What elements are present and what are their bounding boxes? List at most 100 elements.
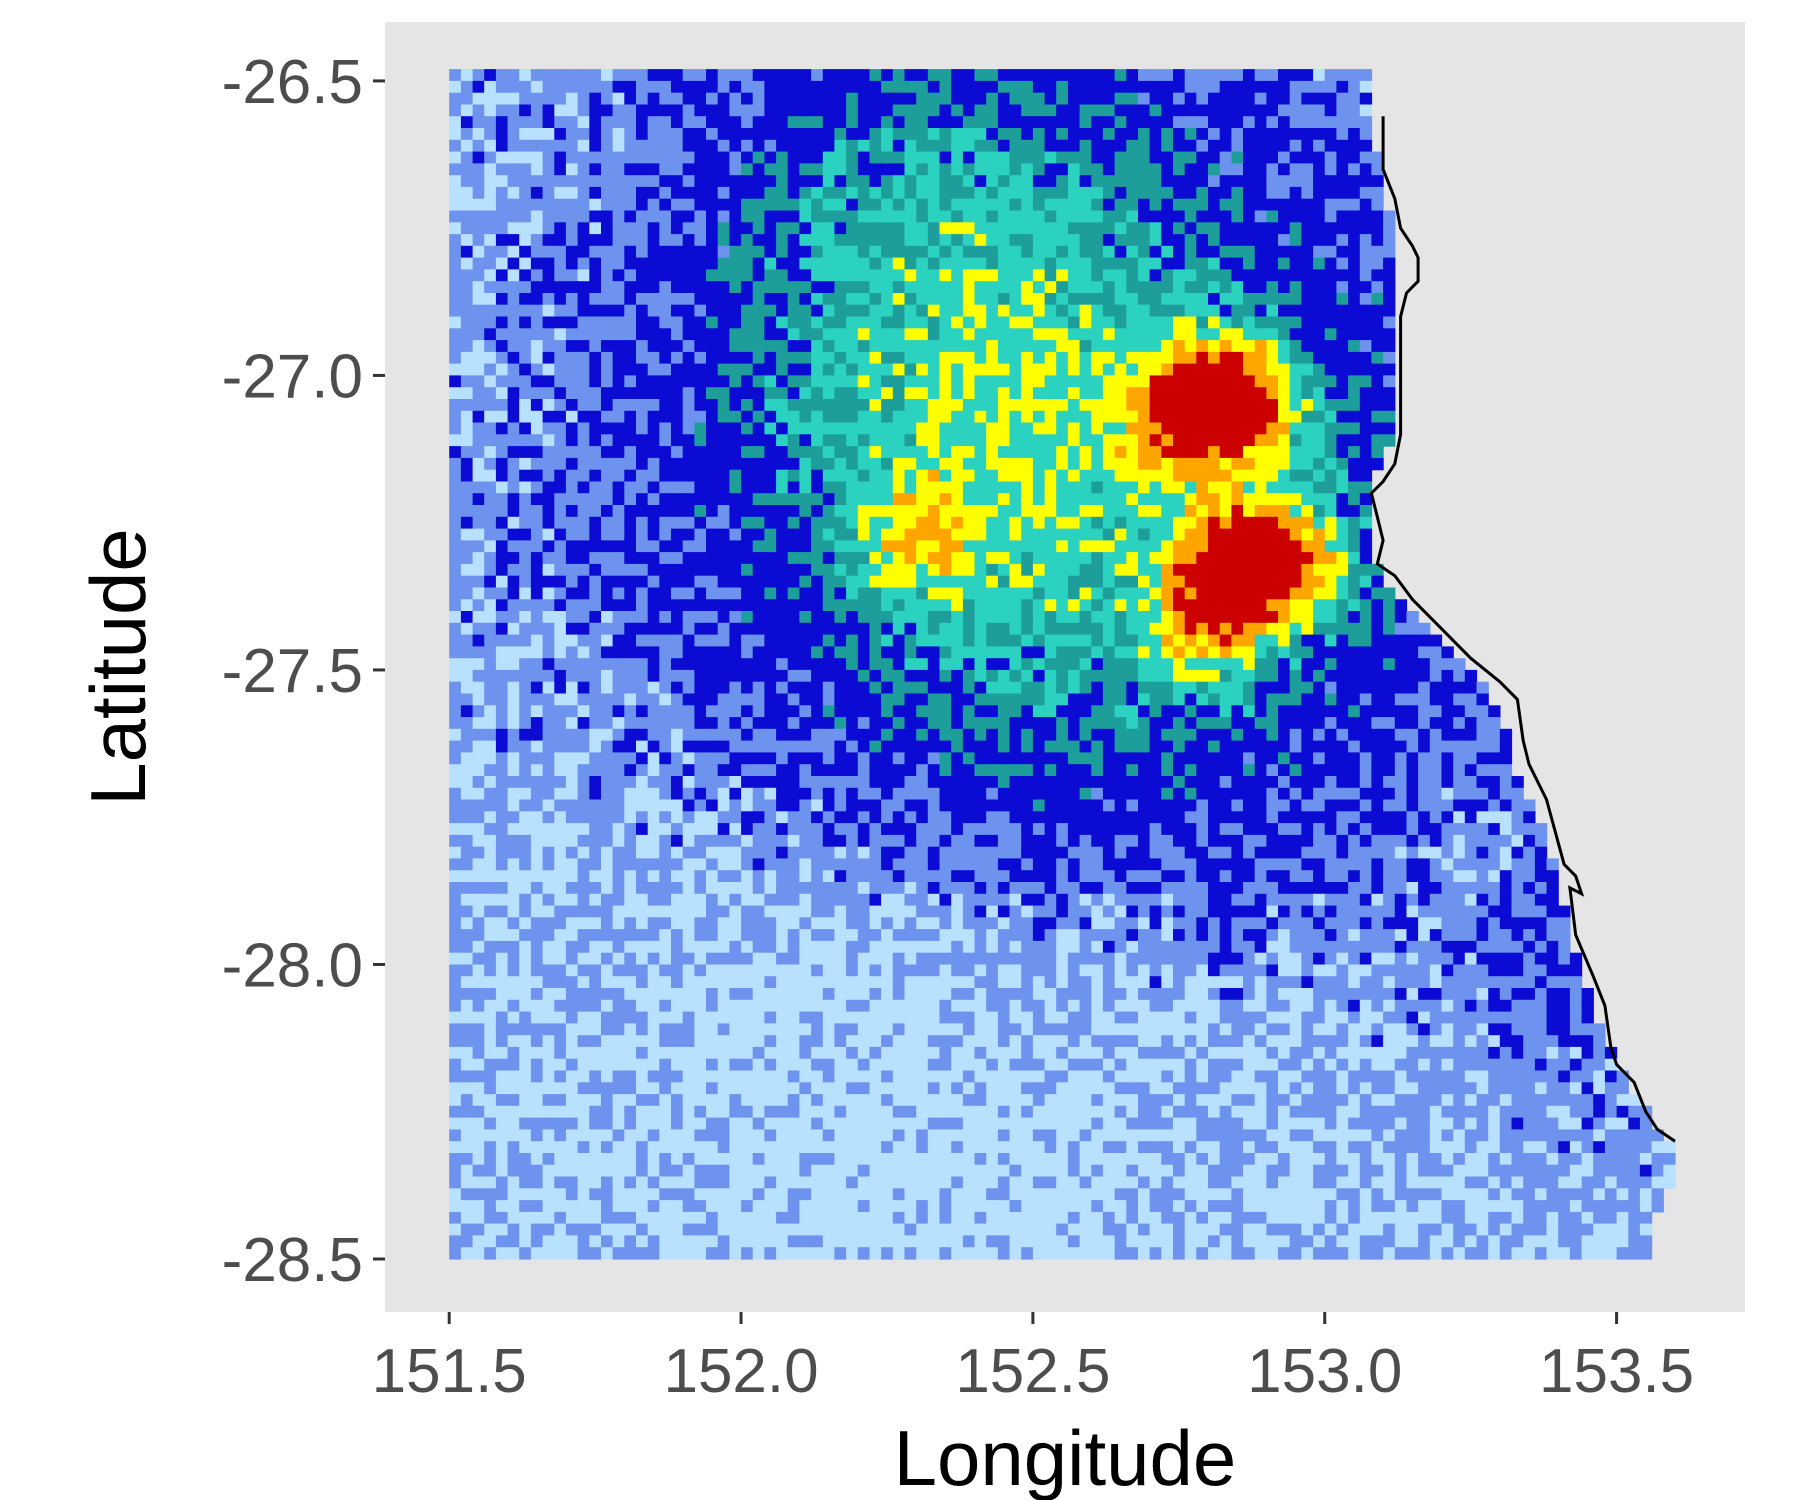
heatmap-cell [472, 128, 485, 141]
heatmap-cell [1196, 128, 1209, 141]
heatmap-cell [846, 587, 859, 600]
heatmap-cell [1114, 540, 1127, 553]
heatmap-cell [1079, 210, 1092, 223]
heatmap-cell [776, 434, 789, 447]
heatmap-cell [857, 175, 871, 188]
heatmap-cell [1091, 128, 1104, 141]
heatmap-cell [519, 752, 532, 765]
heatmap-cell [811, 151, 824, 164]
heatmap-cell [869, 210, 882, 223]
heatmap-cell [1254, 186, 1267, 200]
heatmap-cell [577, 740, 590, 753]
heatmap-cell [1032, 80, 1046, 94]
heatmap-cell [881, 752, 894, 765]
heatmap-cell [659, 728, 672, 742]
heatmap-cell [951, 245, 964, 259]
heatmap-cell [916, 351, 929, 365]
heatmap-cell [449, 505, 462, 518]
heatmap-cell [1243, 516, 1256, 530]
heatmap-cell [554, 316, 567, 329]
heatmap-cell [717, 669, 730, 683]
heatmap-cell [729, 316, 742, 329]
heatmap-cell [846, 457, 859, 471]
heatmap-cell [1243, 669, 1256, 683]
heatmap-cell [834, 293, 847, 306]
heatmap-cell [484, 622, 497, 636]
heatmap-cell [1371, 304, 1384, 318]
heatmap-cell [939, 764, 952, 777]
heatmap-cell [799, 646, 812, 659]
heatmap-cell [1079, 622, 1092, 636]
heatmap-cell [554, 552, 567, 565]
heatmap-cell [1056, 728, 1069, 742]
heatmap-cell [974, 92, 987, 106]
heatmap-cell [916, 611, 929, 624]
heatmap-cell [449, 658, 462, 671]
heatmap-cell [1441, 705, 1454, 718]
heatmap-cell [1301, 92, 1314, 106]
heatmap-cell [916, 186, 929, 200]
heatmap-cell [822, 234, 836, 247]
heatmap-cell [612, 293, 625, 306]
heatmap-cell [565, 434, 579, 447]
heatmap-cell [1231, 316, 1244, 329]
heatmap-cell [565, 693, 579, 706]
heatmap-cell [834, 387, 847, 400]
heatmap-cell [1184, 151, 1197, 164]
heatmap-cell [1289, 399, 1302, 412]
heatmap-cell [1138, 563, 1151, 577]
heatmap-cell [1418, 658, 1431, 671]
heatmap-cell [1079, 740, 1092, 753]
heatmap-cell [846, 245, 859, 259]
heatmap-cell [1184, 128, 1197, 141]
heatmap-cell [752, 669, 765, 683]
heatmap-cell [1348, 552, 1361, 565]
heatmap-cell [460, 434, 474, 447]
heatmap-cell [857, 764, 871, 777]
heatmap-cell [916, 528, 929, 541]
heatmap-cell [1079, 351, 1092, 365]
heatmap-cell [1067, 528, 1081, 541]
heatmap-cell [951, 363, 964, 376]
heatmap-cell [1289, 493, 1302, 506]
heatmap-cell [846, 540, 859, 553]
heatmap-cell [1313, 351, 1326, 365]
heatmap-cell [1243, 552, 1256, 565]
heatmap-cell [1056, 175, 1069, 188]
heatmap-cell [822, 728, 836, 742]
heatmap-cell [601, 375, 614, 388]
heatmap-cell [577, 622, 590, 636]
heatmap-cell [1254, 493, 1267, 506]
heatmap-cell [951, 257, 964, 270]
heatmap-cell [787, 740, 800, 753]
heatmap-cell [869, 104, 882, 117]
heatmap-cell [776, 528, 789, 541]
heatmap-cell [962, 516, 976, 530]
heatmap-cell [671, 245, 684, 259]
heatmap-cell [1126, 410, 1139, 424]
heatmap-cell [530, 740, 544, 753]
heatmap-cell [1056, 634, 1069, 647]
heatmap-cell [1173, 163, 1186, 176]
heatmap-cell [1231, 681, 1244, 695]
heatmap-cell [1114, 646, 1127, 659]
heatmap-cell [1032, 222, 1046, 235]
heatmap-cell [659, 752, 672, 765]
heatmap-cell [1138, 163, 1151, 176]
heatmap-cell [519, 422, 532, 435]
heatmap-cell [962, 528, 976, 541]
heatmap-cell [1313, 599, 1326, 612]
heatmap-cell [1266, 717, 1279, 730]
heatmap-cell [927, 717, 941, 730]
heatmap-cell [1067, 175, 1081, 188]
heatmap-cell [1056, 210, 1069, 223]
heatmap-cell [1231, 128, 1244, 141]
heatmap-cell [1289, 446, 1302, 459]
heatmap-cell [1208, 316, 1221, 329]
heatmap-cell [682, 234, 695, 247]
heatmap-cell [612, 186, 625, 200]
heatmap-cell [612, 776, 625, 789]
heatmap-cell [636, 80, 649, 94]
heatmap-cell [857, 104, 871, 117]
heatmap-cell [565, 422, 579, 435]
